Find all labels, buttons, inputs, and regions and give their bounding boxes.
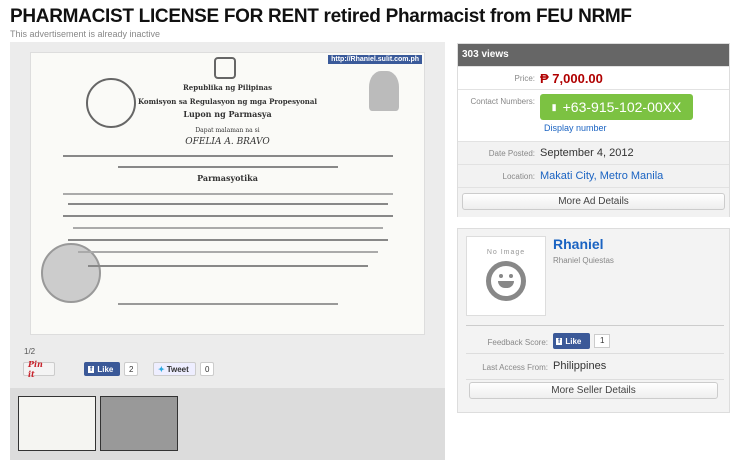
views-count: 303 views (458, 44, 729, 66)
more-ad-details-button[interactable]: More Ad Details (462, 193, 725, 210)
smiley-icon (486, 261, 526, 301)
page-title: PHARMACIST LICENSE FOR RENT retired Phar… (10, 6, 632, 27)
seller-panel: No Image Rhaniel Rhaniel Quiestas Feedba… (457, 228, 730, 413)
phone-icon: ▮ (551, 101, 557, 112)
facebook-icon: f (556, 337, 563, 345)
phone-number-button[interactable]: ▮ +63-915-102-00XX (540, 94, 693, 120)
seller-avatar: No Image (466, 236, 546, 316)
thumbnail-2[interactable] (100, 396, 178, 451)
republic-seal-icon (214, 57, 236, 79)
like-count: 2 (124, 362, 139, 376)
thumbnail-1[interactable] (18, 396, 96, 451)
twitter-icon: ✦ (158, 364, 165, 374)
seller-like-count: 1 (594, 334, 611, 348)
ad-info-panel: 303 views Price: ₱ 7,000.00 Contact Numb… (457, 43, 730, 217)
pinit-button[interactable]: Pin it (23, 359, 55, 379)
display-number-link[interactable]: Display number (544, 123, 607, 133)
image-counter: 1/2 (24, 347, 36, 356)
last-access: Philippines (553, 360, 607, 372)
dry-seal-icon (41, 243, 101, 303)
facebook-icon: f (88, 365, 95, 373)
inactive-status: This advertisement is already inactive (10, 29, 161, 39)
main-image-certificate[interactable]: http://Rhaniel.sulit.com.ph Republika ng… (30, 52, 425, 335)
tweet-button[interactable]: ✦ Tweet (153, 362, 196, 376)
watermark: http://Rhaniel.sulit.com.ph (328, 55, 422, 64)
photo (369, 71, 399, 111)
thumbnail-strip (10, 388, 445, 460)
more-seller-details-button[interactable]: More Seller Details (469, 382, 718, 399)
seller-like-button[interactable]: f Like (553, 333, 590, 349)
image-gallery: http://Rhaniel.sulit.com.ph Republika ng… (10, 42, 445, 460)
facebook-like-button[interactable]: f Like (84, 362, 120, 376)
tweet-count: 0 (200, 362, 215, 376)
seller-name-link[interactable]: Rhaniel (553, 236, 604, 252)
location-link[interactable]: Makati City, Metro Manila (540, 170, 664, 182)
seller-full-name: Rhaniel Quiestas (553, 256, 614, 265)
date-posted: September 4, 2012 (540, 147, 634, 159)
board-seal-icon (86, 78, 136, 128)
price: ₱ 7,000.00 (540, 70, 603, 86)
